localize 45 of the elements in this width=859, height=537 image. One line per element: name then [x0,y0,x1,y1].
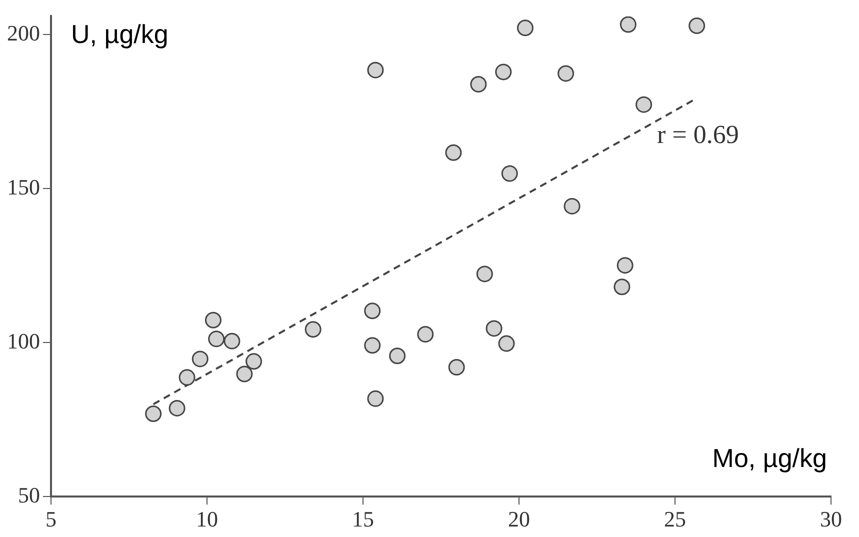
y-tick-label: 150 [7,174,40,200]
point [486,320,502,337]
point [168,400,186,416]
x-tick-label: 10 [196,506,218,532]
point [636,96,652,113]
point [620,16,636,33]
annotation: r = 0.69 [657,120,739,150]
point [614,278,630,296]
point [564,198,580,214]
point [236,366,253,382]
point [208,330,225,348]
x-tick-label: 5 [46,506,56,532]
point [501,165,518,182]
point [224,332,240,350]
point [616,257,634,274]
point [417,326,434,343]
y-tick-label: 100 [7,328,40,354]
point [498,335,515,352]
point [367,62,384,78]
y-tick-label: 50 [18,482,40,508]
y-tick-label: 200 [7,20,40,46]
point [389,348,406,364]
y-axis-title: U, µg/kg [71,18,168,49]
x-tick-label: 25 [664,506,686,532]
point [367,390,384,407]
point [495,64,512,80]
x-tick-label: 20 [508,506,530,532]
point [178,369,196,386]
point [445,144,462,161]
point [304,321,322,338]
point [192,350,208,368]
point [145,406,162,422]
x-tick-label: 15 [352,506,374,532]
point [688,17,706,34]
point [558,65,574,82]
point [516,20,534,36]
point [448,359,465,376]
x-tick-label: 30 [820,506,842,532]
point [476,266,493,282]
point [470,76,487,93]
point [204,312,222,328]
x-axis-title: Mo, µg/kg [712,442,827,473]
point [364,337,381,354]
point [364,302,381,320]
point [246,353,262,370]
